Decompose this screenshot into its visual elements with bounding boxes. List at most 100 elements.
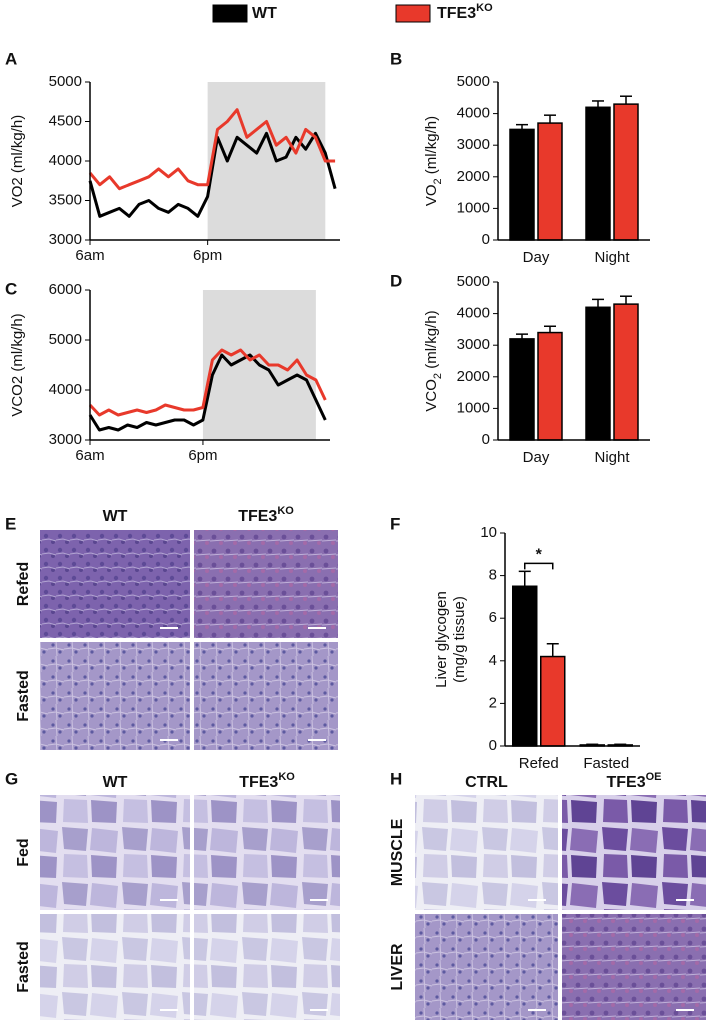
y-axis-label-part: Liver glycogen: [433, 591, 450, 688]
row-label: Fasted: [15, 670, 32, 722]
bar: [613, 303, 639, 441]
shade: [207, 82, 326, 240]
x-tick-label: Refed: [519, 755, 559, 772]
y-tick-label: 5000: [49, 331, 82, 348]
column-header: TFE3KO: [238, 505, 294, 525]
y-axis-label-part: (ml/kg/h): [423, 310, 440, 373]
y-axis-label: VCO2 (ml/kg/h): [423, 310, 444, 411]
bar: [613, 103, 639, 241]
line: [88, 131, 337, 218]
bar: [540, 655, 566, 747]
y-axis-label-part: VO2 (ml/kg/h): [9, 115, 26, 208]
micrograph: [562, 795, 706, 910]
micrograph: [194, 642, 338, 750]
x-tick-label: Fasted: [583, 755, 629, 772]
micrograph: [415, 795, 558, 910]
column-header: TFE3KO: [239, 771, 295, 791]
line: [88, 108, 336, 191]
y-tick-label: 3000: [457, 136, 490, 153]
legend-label: TFE3KO: [437, 2, 493, 22]
legend-swatch: [395, 4, 431, 23]
y-tick-label: 1000: [457, 399, 490, 416]
x-tick-label: Night: [594, 249, 630, 266]
panel-letter: F: [390, 514, 400, 533]
y-axis-label-part: VCO: [423, 379, 440, 412]
column-header-part: TFE3: [606, 774, 645, 791]
y-tick-label: 3000: [49, 231, 82, 248]
column-header-part: WT: [103, 774, 128, 791]
micrograph: [194, 795, 340, 910]
y-tick-label: 4000: [457, 305, 490, 322]
y-axis-label-part: (ml/kg/h): [423, 116, 440, 179]
micrograph: [415, 914, 558, 1020]
y-axis-label-part: 2: [432, 178, 444, 184]
row-label: MUSCLE: [389, 818, 406, 886]
micrograph: [194, 914, 340, 1020]
line: [88, 348, 327, 417]
bar: [585, 306, 611, 441]
bar: [509, 338, 535, 441]
y-tick-label: 3500: [49, 191, 82, 208]
panel-letter: H: [390, 769, 402, 788]
legend-swatch: [212, 4, 248, 23]
legend-label-part: WT: [252, 5, 277, 22]
y-axis-label: VO2 (ml/kg/h): [9, 115, 26, 208]
y-axis-label: Liver glycogen: [433, 591, 450, 688]
legend-label-part: TFE3: [437, 5, 476, 22]
x-tick-label: 6am: [75, 447, 104, 464]
column-header: CTRL: [465, 774, 508, 791]
x-tick-label: Day: [523, 249, 550, 266]
row-label: Fed: [15, 838, 32, 866]
y-tick-label: 5000: [457, 73, 490, 90]
y-tick-label: 8: [489, 567, 497, 584]
y-axis-label: VO2 (ml/kg/h): [423, 116, 444, 206]
y-tick-label: 5000: [49, 73, 82, 90]
significance-label: *: [536, 547, 543, 564]
column-header-part: WT: [103, 508, 128, 525]
y-tick-label: 0: [482, 231, 490, 248]
y-axis-label-part: (mg/g tissue): [451, 596, 468, 683]
x-tick-label: Day: [523, 449, 550, 466]
column-header-part: KO: [278, 771, 295, 783]
y-tick-label: 0: [489, 737, 497, 754]
x-tick-label: Night: [594, 449, 630, 466]
column-header-part: KO: [277, 505, 294, 517]
micrograph: [40, 530, 190, 638]
column-header-part: CTRL: [465, 774, 508, 791]
panel-letter: B: [390, 49, 402, 68]
bar: [509, 128, 535, 241]
y-axis-label-part: VO: [423, 184, 440, 206]
legend-label: WT: [252, 5, 277, 22]
y-tick-label: 4000: [457, 105, 490, 122]
y-tick-label: 3000: [457, 336, 490, 353]
y-tick-label: 2000: [457, 168, 490, 185]
micrograph: [40, 914, 190, 1020]
significance-bracket: [524, 562, 554, 570]
y-tick-label: 4000: [49, 152, 82, 169]
y-axis-label-part: VCO2 (ml/kg/h): [9, 313, 26, 416]
column-header-part: TFE3: [238, 508, 277, 525]
panel-letter: A: [5, 49, 17, 68]
x-tick-label: 6pm: [188, 447, 217, 464]
micrograph: [40, 642, 190, 750]
x-tick-label: 6am: [75, 247, 104, 264]
y-tick-label: 3000: [49, 431, 82, 448]
y-tick-label: 2000: [457, 368, 490, 385]
micrograph: [194, 530, 338, 638]
column-header-part: TFE3: [239, 774, 278, 791]
bar: [585, 106, 611, 241]
column-header-part: OE: [646, 771, 662, 783]
y-tick-label: 6: [489, 609, 497, 626]
panel-letter: D: [390, 271, 402, 290]
bar: [537, 122, 563, 241]
y-tick-label: 6000: [49, 281, 82, 298]
y-tick-label: 5000: [457, 273, 490, 290]
column-header: TFE3OE: [606, 771, 661, 791]
micrograph: [40, 795, 190, 910]
y-tick-label: 4000: [49, 381, 82, 398]
y-tick-label: 4: [489, 652, 497, 669]
row-label: Fasted: [15, 941, 32, 993]
bar: [512, 585, 538, 747]
y-axis-label: VCO2 (ml/kg/h): [9, 313, 26, 416]
